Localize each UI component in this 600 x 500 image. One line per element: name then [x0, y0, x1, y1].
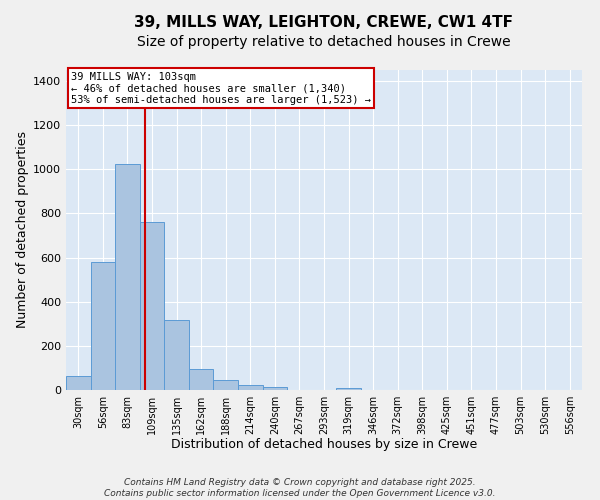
- Text: 39, MILLS WAY, LEIGHTON, CREWE, CW1 4TF: 39, MILLS WAY, LEIGHTON, CREWE, CW1 4TF: [134, 15, 514, 30]
- Y-axis label: Number of detached properties: Number of detached properties: [16, 132, 29, 328]
- Bar: [263, 387, 287, 390]
- Bar: [336, 388, 361, 390]
- Bar: [140, 222, 164, 390]
- Text: 39 MILLS WAY: 103sqm
← 46% of detached houses are smaller (1,340)
53% of semi-de: 39 MILLS WAY: 103sqm ← 46% of detached h…: [71, 72, 371, 105]
- Text: Size of property relative to detached houses in Crewe: Size of property relative to detached ho…: [137, 35, 511, 49]
- Bar: [238, 385, 263, 390]
- Bar: [115, 164, 140, 390]
- Bar: [66, 376, 91, 390]
- Bar: [214, 380, 238, 390]
- Text: Contains HM Land Registry data © Crown copyright and database right 2025.
Contai: Contains HM Land Registry data © Crown c…: [104, 478, 496, 498]
- X-axis label: Distribution of detached houses by size in Crewe: Distribution of detached houses by size …: [171, 438, 477, 452]
- Bar: [91, 262, 115, 390]
- Bar: [189, 369, 214, 390]
- Bar: [164, 320, 189, 390]
